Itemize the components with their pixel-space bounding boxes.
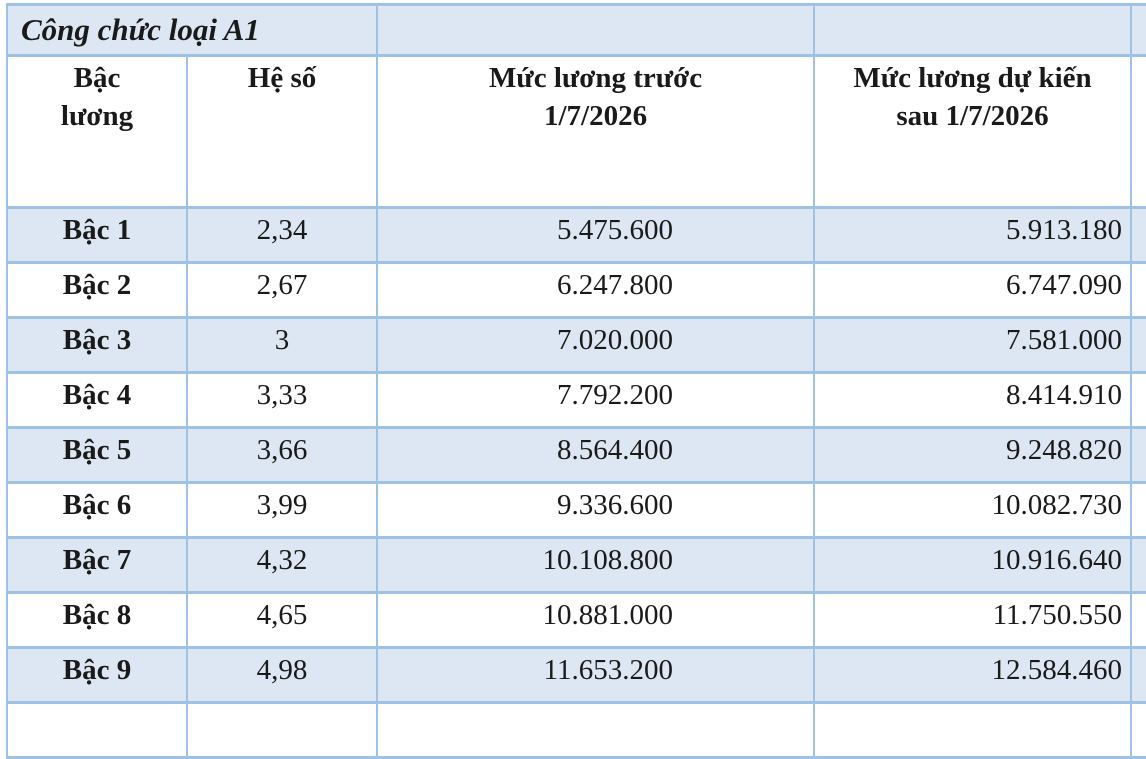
header-line: Hệ số [247, 62, 317, 94]
level-cell: Bậc 3 [6, 316, 188, 374]
salary-before-cell: 7.792.200 [376, 371, 816, 429]
salary-before-cell: 5.475.600 [376, 206, 816, 264]
coefficient-cell: 2,34 [185, 206, 379, 264]
salary-after-cell: 10.082.730 [813, 481, 1133, 539]
coefficient-cell: 3,33 [185, 371, 379, 429]
salary-before-cell: 10.881.000 [376, 591, 816, 649]
table-row: Bậc 3 3 7.020.000 7.581.000 [6, 316, 1146, 374]
cutoff-cell [1130, 536, 1146, 594]
coefficient-cell: 4,32 [185, 536, 379, 594]
column-header-muc-luong-du-kien: Mức lương dự kiến sau 1/7/2026 [813, 54, 1133, 209]
title-empty-cell [813, 3, 1133, 57]
cutoff-cell [1130, 261, 1146, 319]
salary-before-cell [376, 701, 816, 759]
cutoff-cell [1130, 426, 1146, 484]
table-row: Bậc 4 3,33 7.792.200 8.414.910 [6, 371, 1146, 429]
salary-before-cell: 7.020.000 [376, 316, 816, 374]
table-title: Công chức loại A1 [5, 3, 379, 57]
coefficient-cell [185, 701, 379, 759]
salary-after-cell: 9.248.820 [813, 426, 1133, 484]
column-header-cutoff [1130, 54, 1146, 209]
coefficient-cell: 2,67 [185, 261, 379, 319]
level-cell: Bậc 5 [6, 426, 188, 484]
cutoff-cell [1130, 371, 1146, 429]
column-header-muc-luong-truoc: Mức lương trước 1/7/2026 [376, 54, 816, 209]
cutoff-cell [1130, 646, 1146, 704]
page: { "table": { "title": "Công chức loại A1… [5, 3, 1146, 759]
title-empty-cell-cutoff [1130, 3, 1146, 57]
table-row: Bậc 2 2,67 6.247.800 6.747.090 [6, 261, 1146, 319]
table-row-partial [6, 701, 1146, 759]
table-title-row: Công chức loại A1 [5, 3, 1146, 57]
salary-after-cell: 5.913.180 [813, 206, 1133, 264]
salary-after-cell: 12.584.460 [813, 646, 1133, 704]
salary-after-cell: 11.750.550 [813, 591, 1133, 649]
salary-before-cell: 11.653.200 [376, 646, 816, 704]
salary-before-cell: 6.247.800 [376, 261, 816, 319]
table-row: Bậc 1 2,34 5.475.600 5.913.180 [6, 206, 1146, 264]
salary-before-cell: 10.108.800 [376, 536, 816, 594]
cutoff-cell [1130, 701, 1146, 759]
level-cell: Bậc 8 [6, 591, 188, 649]
salary-before-cell: 9.336.600 [376, 481, 816, 539]
column-header-bac-luong: Bậc lương [6, 54, 188, 209]
table-row: Bậc 8 4,65 10.881.000 11.750.550 [6, 591, 1146, 649]
table-row: Bậc 5 3,66 8.564.400 9.248.820 [6, 426, 1146, 484]
salary-after-cell: 8.414.910 [813, 371, 1133, 429]
salary-after-cell [813, 701, 1133, 759]
table-row: Bậc 6 3,99 9.336.600 10.082.730 [6, 481, 1146, 539]
cutoff-cell [1130, 316, 1146, 374]
table-row: Bậc 9 4,98 11.653.200 12.584.460 [6, 646, 1146, 704]
header-line: Mức lương dự kiến [853, 62, 1092, 94]
table-row: Bậc 7 4,32 10.108.800 10.916.640 [6, 536, 1146, 594]
level-cell: Bậc 1 [6, 206, 188, 264]
level-cell: Bậc 4 [6, 371, 188, 429]
coefficient-cell: 4,98 [185, 646, 379, 704]
header-line: 1/7/2026 [543, 99, 648, 132]
header-line: Bậc [73, 62, 121, 94]
header-line: lương [60, 99, 134, 132]
column-header-he-so: Hệ số [185, 54, 379, 209]
cutoff-cell [1130, 206, 1146, 264]
coefficient-cell: 3,66 [185, 426, 379, 484]
salary-after-cell: 6.747.090 [813, 261, 1133, 319]
salary-before-cell: 8.564.400 [376, 426, 816, 484]
coefficient-cell: 3,99 [185, 481, 379, 539]
cutoff-cell [1130, 481, 1146, 539]
header-line: Mức lương trước [488, 62, 703, 94]
salary-after-cell: 10.916.640 [813, 536, 1133, 594]
level-cell: Bậc 6 [6, 481, 188, 539]
level-cell [6, 701, 188, 759]
cutoff-cell [1130, 591, 1146, 649]
title-empty-cell [376, 3, 816, 57]
salary-table-cong-chuc-a1: Công chức loại A1 Bậc lương Hệ số Mức lư… [5, 3, 1146, 759]
header-line: sau 1/7/2026 [896, 99, 1049, 132]
salary-after-cell: 7.581.000 [813, 316, 1133, 374]
coefficient-cell: 4,65 [185, 591, 379, 649]
coefficient-cell: 3 [185, 316, 379, 374]
table-header-row: Bậc lương Hệ số Mức lương trước 1/7/2026… [6, 54, 1146, 209]
level-cell: Bậc 9 [6, 646, 188, 704]
level-cell: Bậc 2 [6, 261, 188, 319]
level-cell: Bậc 7 [6, 536, 188, 594]
